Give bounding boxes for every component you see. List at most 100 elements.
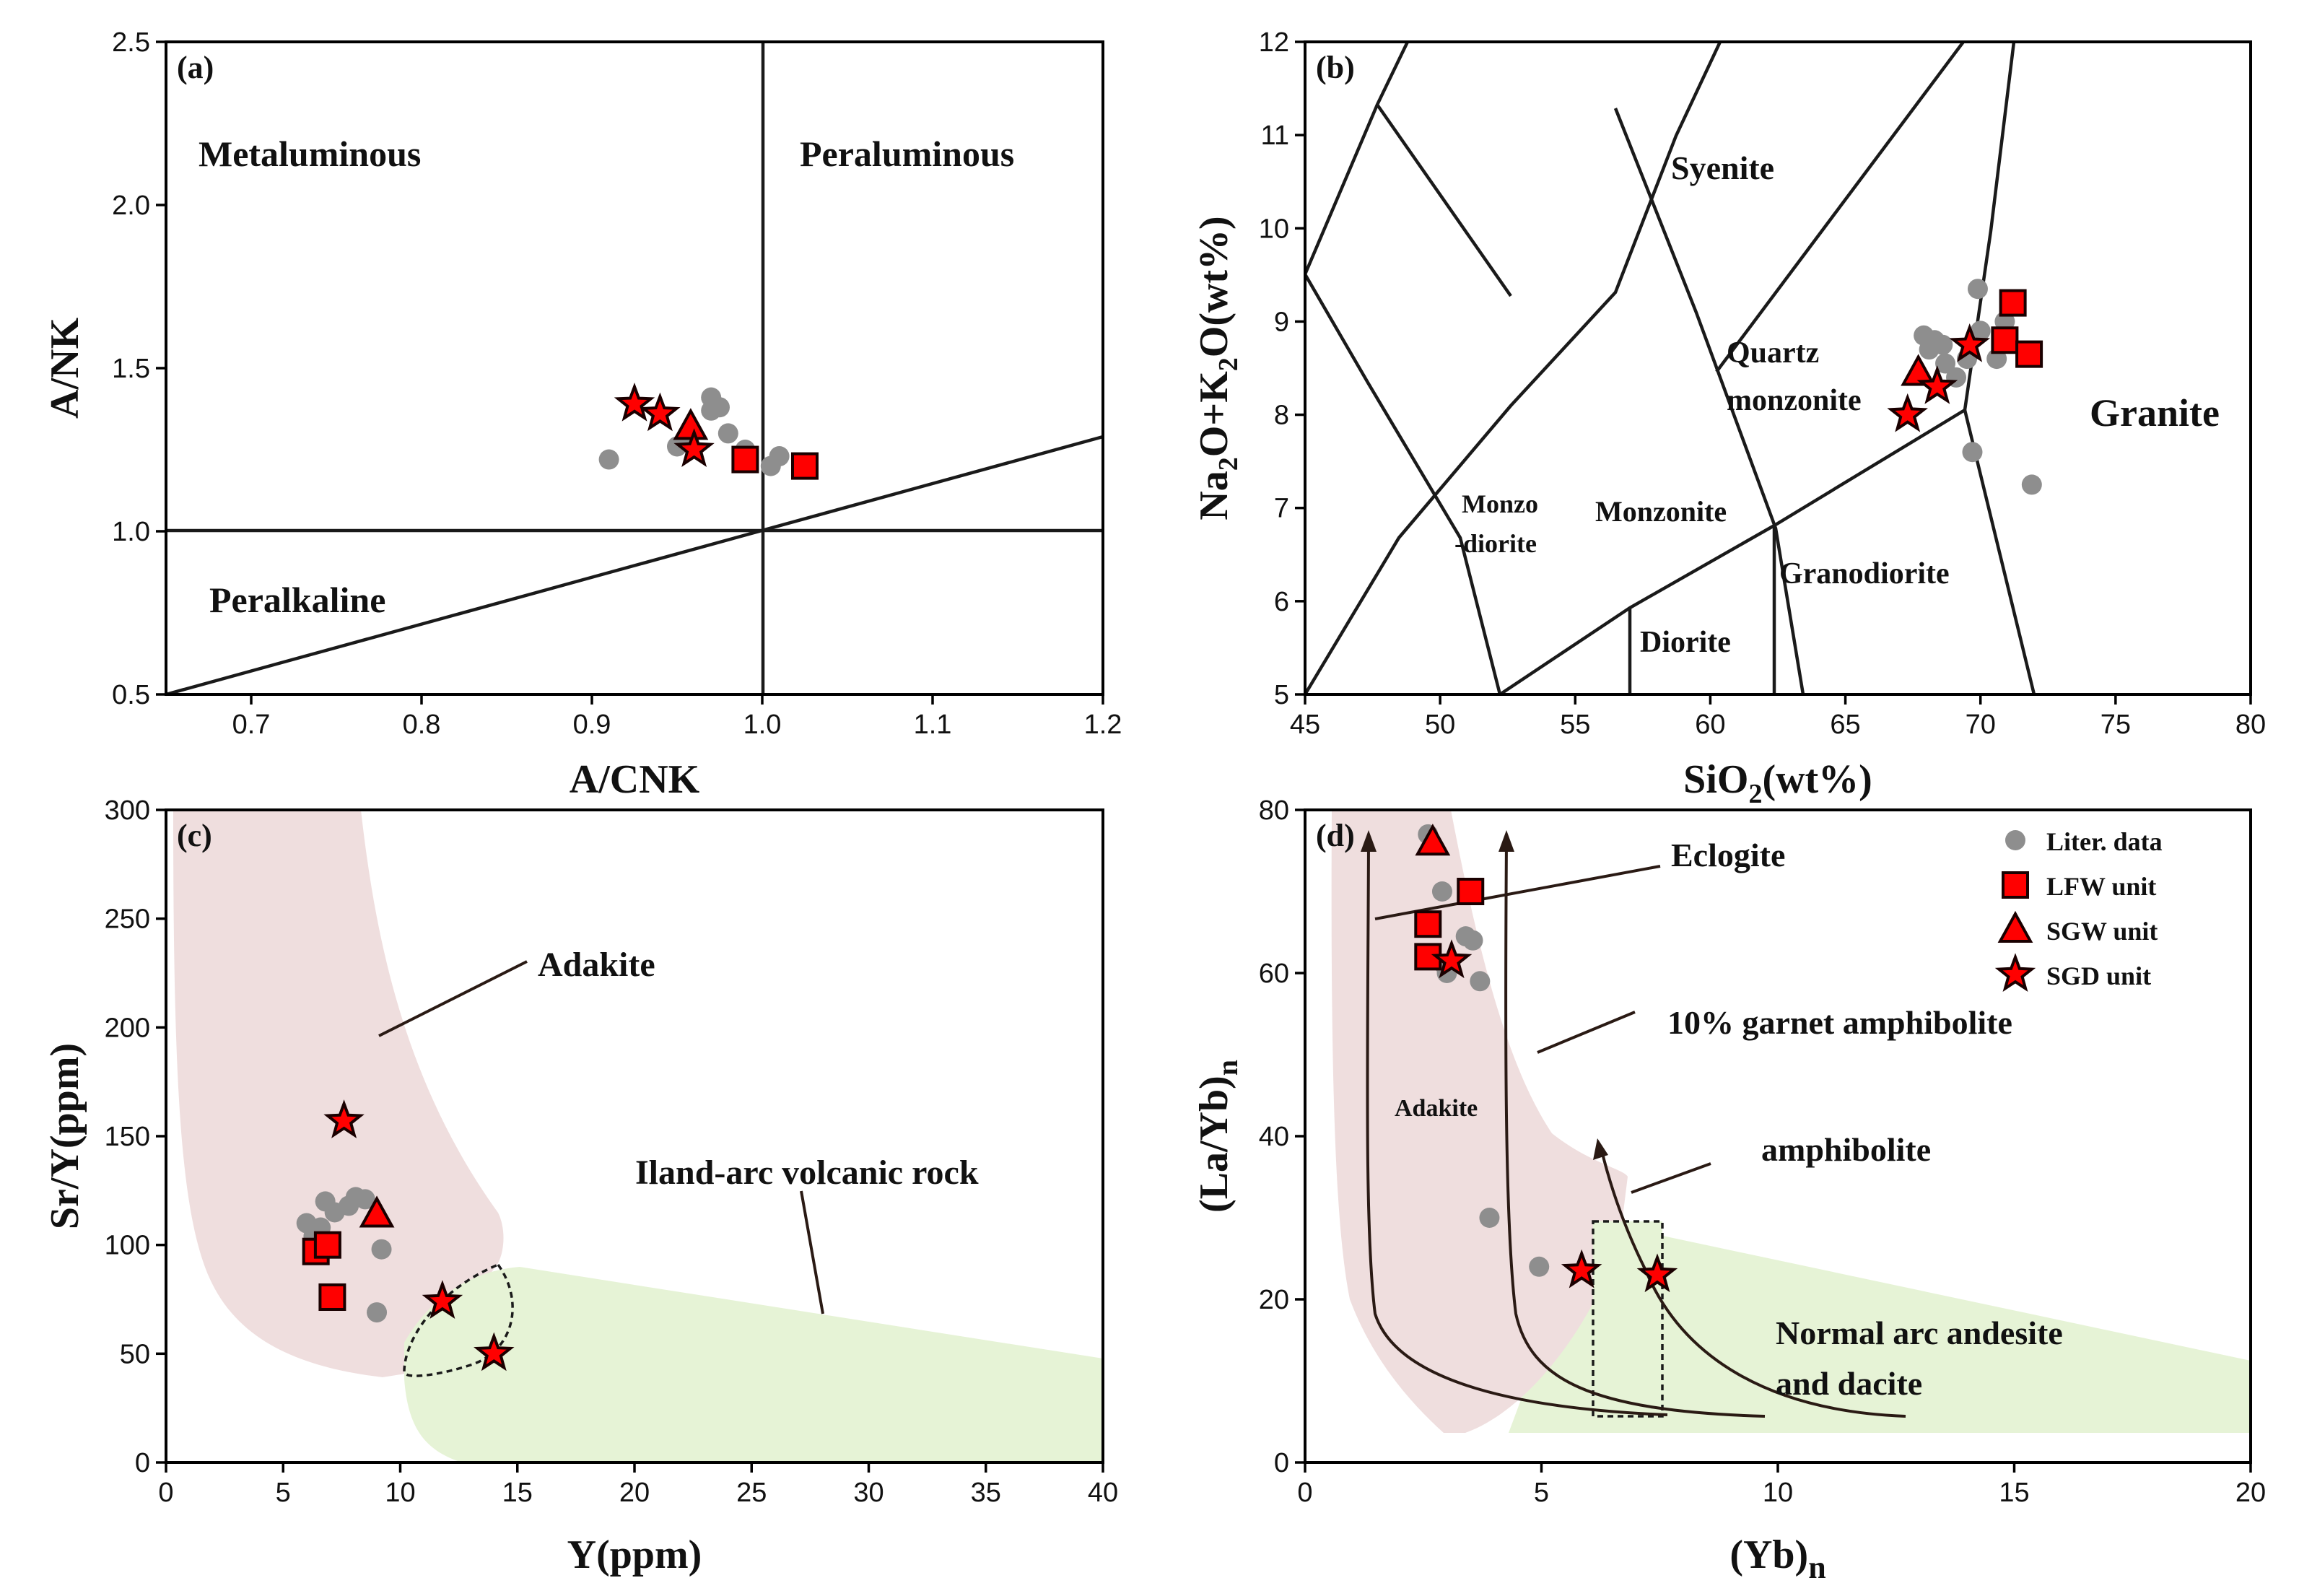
b-sgw-unitpoint bbox=[1901, 354, 1937, 386]
x-tick-label: 55 bbox=[1560, 710, 1590, 740]
legend-symbol-sgw-unit bbox=[1997, 910, 2033, 943]
a-sgd-unitpoint bbox=[614, 382, 655, 422]
c-sgd-unitpoint bbox=[474, 1332, 515, 1372]
b-sgd-unitpoint bbox=[1916, 365, 1958, 404]
d-liter-datapoint bbox=[1431, 881, 1452, 902]
a-panel-label: (a) bbox=[177, 50, 214, 85]
y-tick-label: 7 bbox=[1274, 494, 1289, 524]
x-tick-label: 30 bbox=[853, 1478, 884, 1508]
y-tick-label: 50 bbox=[120, 1339, 150, 1369]
x-tick-label: 35 bbox=[971, 1478, 1001, 1508]
b-sgd-unitpoint bbox=[1887, 393, 1928, 432]
tas-line-5 bbox=[1613, 108, 1805, 695]
d-sgd-unitpoint bbox=[1561, 1249, 1602, 1288]
peralkaline-label: Peralkaline bbox=[209, 580, 385, 620]
y-tick-label: 10 bbox=[1259, 214, 1289, 244]
y-tick-label: 1.0 bbox=[112, 517, 150, 547]
a-frame bbox=[165, 40, 1104, 696]
y-tick-label: 100 bbox=[105, 1231, 150, 1261]
x-tick-label: 1.0 bbox=[743, 710, 782, 740]
b-xlabel: SiO2(wt%) bbox=[1683, 757, 1872, 809]
y-tick-label: 40 bbox=[1259, 1122, 1289, 1152]
d-liter-datapoint bbox=[1462, 930, 1483, 951]
y-tick-label: 20 bbox=[1259, 1285, 1289, 1315]
x-tick-label: 40 bbox=[1088, 1478, 1118, 1508]
diorite-label: Diorite bbox=[1640, 626, 1731, 659]
x-tick-label: 5 bbox=[276, 1478, 291, 1508]
metaluminous-label: Metaluminous bbox=[199, 134, 421, 174]
legend-label-lfw: LFW unit bbox=[2046, 872, 2156, 901]
a-sgw-unitpoint bbox=[673, 408, 709, 440]
legend-items bbox=[1994, 830, 2036, 993]
d-sgw-unitpoint bbox=[1415, 824, 1451, 856]
monzonite-q-label: monzonite bbox=[1727, 384, 1862, 417]
eclogite-curve bbox=[1366, 840, 1668, 1416]
x-tick-label: 10 bbox=[385, 1478, 415, 1508]
c-liter-datapoint bbox=[371, 1239, 392, 1260]
d-panel-label: (d) bbox=[1316, 818, 1355, 853]
peraluminous-label: Peraluminous bbox=[800, 134, 1014, 174]
b-liter-datapoint bbox=[1967, 279, 1988, 300]
adakite-field-c bbox=[173, 810, 504, 1377]
y-tick-label: 80 bbox=[1259, 795, 1289, 826]
c-ticks: 0 5 10 15 20 25 30 35 40 0 50 100 150 200 250 300 bbox=[105, 795, 1119, 1508]
y-tick-label: 11 bbox=[1261, 121, 1289, 151]
adakite-label-c: Adakite bbox=[538, 946, 655, 984]
y-tick-label: 250 bbox=[105, 904, 150, 935]
monzodiorite-label-1: Monzo bbox=[1462, 489, 1538, 518]
b-ticks: 45 50 55 60 65 70 75 80 5 6 7 8 9 10 11 12 bbox=[1259, 27, 2266, 740]
adakite-label-d: Adakite bbox=[1395, 1095, 1478, 1122]
b-liter-datapoint bbox=[1962, 442, 1983, 463]
y-tick-label: 5 bbox=[1274, 680, 1289, 710]
x-tick-label: 20 bbox=[2235, 1478, 2266, 1508]
a-ticks: 0.7 0.8 0.9 1.0 1.1 1.2 0.5 1.0 1.5 2.0 2.5 bbox=[112, 27, 1122, 740]
amphibolite-arrowhead bbox=[1593, 1138, 1608, 1160]
legend-symbol-lfw-unit bbox=[2002, 871, 2029, 899]
b-liter-datapoint bbox=[1935, 353, 1956, 374]
c-lfw-unitpoint bbox=[313, 1231, 341, 1259]
x-tick-label: 0 bbox=[158, 1478, 173, 1508]
quartz-label: Quartz bbox=[1727, 336, 1819, 370]
c-sgw-unitpoint bbox=[359, 1195, 395, 1228]
x-tick-label: 0.8 bbox=[403, 710, 441, 740]
b-ylabel: Na2O+K2O(wt%) bbox=[1192, 216, 1244, 520]
x-tick-label: 50 bbox=[1425, 710, 1455, 740]
dashed-box-d bbox=[1592, 1220, 1664, 1418]
x-tick-label: 45 bbox=[1290, 710, 1320, 740]
y-tick-label: 12 bbox=[1259, 27, 1289, 58]
arc-field-d bbox=[1509, 1220, 2251, 1433]
panel-c: 0 5 10 15 20 25 30 35 40 0 50 100 150 200 250 300 (c) A… bbox=[43, 795, 1118, 1577]
y-tick-label: 150 bbox=[105, 1122, 150, 1152]
y-tick-label: 60 bbox=[1259, 959, 1289, 989]
eclogite-label: Eclogite bbox=[1671, 837, 1785, 873]
arc-label-c: Iland-arc volcanic rock bbox=[635, 1154, 979, 1192]
garnet-amphibolite-arrowhead bbox=[1499, 830, 1514, 852]
legend-symbol-liter-data bbox=[2005, 830, 2025, 850]
x-tick-label: 70 bbox=[1966, 710, 1996, 740]
garnet-amphibolite-label: 10% garnet amphibolite bbox=[1667, 1004, 2012, 1041]
tas-line-11 bbox=[1715, 40, 1965, 373]
eclogite-pointer bbox=[1374, 865, 1661, 920]
adakite-field-d bbox=[1331, 810, 1628, 1433]
d-sgd-unitpoint bbox=[1431, 939, 1473, 979]
x-tick-label: 5 bbox=[1534, 1478, 1549, 1508]
c-lfw-unitpoint bbox=[318, 1283, 346, 1311]
c-ylabel: Sr/Y(ppm) bbox=[43, 1043, 87, 1229]
legend-label-sgw: SGW unit bbox=[2046, 917, 2158, 946]
a-liter-datapoint bbox=[717, 423, 738, 444]
b-sgd-unitpoint bbox=[1949, 323, 1991, 362]
d-ylabel: (La/Yb)n bbox=[1192, 1060, 1244, 1213]
tas-line-1 bbox=[1304, 41, 1722, 696]
adakite-pointer-c bbox=[378, 960, 528, 1037]
c-panel-label: (c) bbox=[177, 818, 212, 853]
x-tick-label: 0.9 bbox=[573, 710, 611, 740]
x-tick-label: 25 bbox=[736, 1478, 767, 1508]
c-liter-datapoint bbox=[354, 1189, 375, 1210]
c-sgd-unitpoint bbox=[422, 1280, 463, 1320]
x-tick-label: 0 bbox=[1297, 1478, 1312, 1508]
d-liter-datapoint bbox=[1529, 1256, 1550, 1277]
legend: Liter. data LFW unit SGW unit SGD unit bbox=[1994, 827, 2163, 993]
x-tick-label: 80 bbox=[2235, 710, 2266, 740]
